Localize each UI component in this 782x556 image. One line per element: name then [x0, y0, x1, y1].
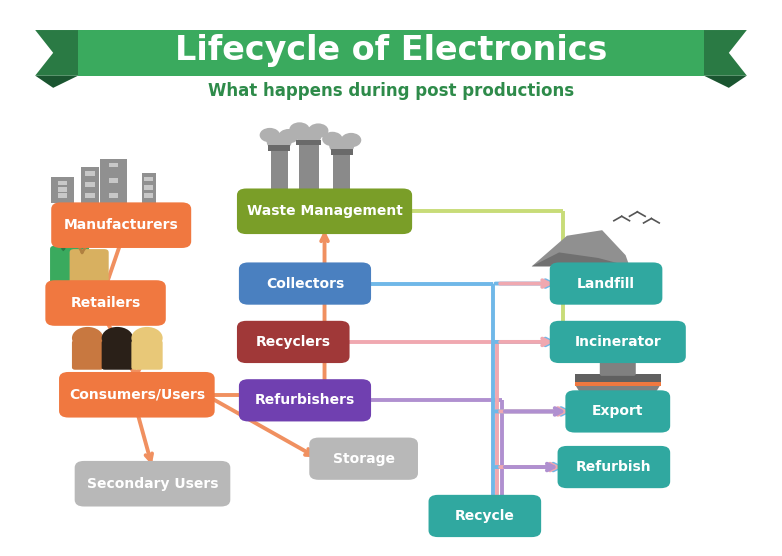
Circle shape: [341, 133, 361, 147]
Circle shape: [296, 127, 321, 145]
FancyBboxPatch shape: [85, 182, 95, 187]
Text: Export: Export: [592, 404, 644, 419]
Text: Collectors: Collectors: [266, 276, 344, 291]
Circle shape: [102, 327, 133, 349]
Text: Retailers: Retailers: [70, 296, 141, 310]
Circle shape: [260, 128, 280, 142]
FancyBboxPatch shape: [550, 262, 662, 305]
FancyBboxPatch shape: [51, 177, 74, 203]
Polygon shape: [704, 30, 747, 76]
Text: Refurbishers: Refurbishers: [255, 393, 355, 408]
FancyBboxPatch shape: [78, 30, 704, 76]
FancyBboxPatch shape: [131, 340, 163, 370]
FancyBboxPatch shape: [144, 185, 153, 190]
FancyBboxPatch shape: [142, 173, 156, 203]
Polygon shape: [532, 230, 630, 266]
Circle shape: [329, 137, 354, 155]
Text: Incinerator: Incinerator: [575, 335, 661, 349]
FancyBboxPatch shape: [310, 438, 418, 480]
FancyBboxPatch shape: [72, 340, 103, 370]
Text: Storage: Storage: [332, 451, 395, 466]
FancyBboxPatch shape: [296, 140, 321, 145]
FancyBboxPatch shape: [299, 145, 319, 191]
FancyBboxPatch shape: [333, 155, 350, 191]
FancyBboxPatch shape: [59, 372, 214, 418]
FancyBboxPatch shape: [600, 356, 636, 376]
FancyBboxPatch shape: [85, 171, 95, 176]
Circle shape: [267, 133, 292, 151]
FancyBboxPatch shape: [575, 382, 661, 386]
FancyBboxPatch shape: [58, 181, 67, 185]
Circle shape: [278, 129, 299, 143]
FancyBboxPatch shape: [52, 202, 191, 248]
Text: Lifecycle of Electronics: Lifecycle of Electronics: [175, 34, 607, 67]
FancyBboxPatch shape: [109, 193, 118, 198]
FancyBboxPatch shape: [144, 177, 153, 181]
Circle shape: [322, 132, 343, 146]
FancyBboxPatch shape: [575, 374, 661, 384]
FancyBboxPatch shape: [85, 193, 95, 198]
FancyBboxPatch shape: [70, 249, 109, 286]
Text: What happens during post productions: What happens during post productions: [208, 82, 574, 100]
FancyBboxPatch shape: [558, 446, 670, 488]
Circle shape: [289, 122, 310, 137]
Text: Landfill: Landfill: [577, 276, 635, 291]
FancyBboxPatch shape: [622, 351, 631, 362]
FancyBboxPatch shape: [58, 187, 67, 191]
Text: Recyclers: Recyclers: [256, 335, 331, 349]
Text: Refurbish: Refurbish: [576, 460, 651, 474]
FancyBboxPatch shape: [237, 188, 412, 234]
Text: Waste Management: Waste Management: [246, 204, 403, 219]
Text: Manufacturers: Manufacturers: [64, 218, 178, 232]
FancyBboxPatch shape: [144, 193, 153, 198]
Polygon shape: [35, 30, 78, 76]
FancyBboxPatch shape: [429, 495, 541, 537]
Polygon shape: [575, 384, 661, 393]
FancyBboxPatch shape: [45, 280, 166, 326]
FancyBboxPatch shape: [58, 193, 67, 198]
FancyBboxPatch shape: [271, 151, 288, 191]
FancyBboxPatch shape: [239, 262, 371, 305]
Text: Secondary Users: Secondary Users: [87, 476, 218, 491]
FancyBboxPatch shape: [50, 246, 89, 285]
FancyBboxPatch shape: [565, 390, 670, 433]
Text: Consumers/Users: Consumers/Users: [69, 388, 205, 402]
FancyBboxPatch shape: [268, 145, 290, 151]
FancyBboxPatch shape: [331, 149, 353, 155]
Circle shape: [308, 123, 328, 138]
FancyBboxPatch shape: [75, 461, 230, 507]
FancyBboxPatch shape: [237, 321, 350, 363]
FancyBboxPatch shape: [239, 379, 371, 421]
Circle shape: [131, 327, 163, 349]
FancyBboxPatch shape: [109, 163, 118, 167]
FancyBboxPatch shape: [109, 178, 118, 182]
FancyBboxPatch shape: [100, 159, 127, 203]
Polygon shape: [532, 252, 630, 266]
Polygon shape: [35, 76, 78, 88]
FancyBboxPatch shape: [550, 321, 686, 363]
FancyBboxPatch shape: [81, 167, 99, 203]
Polygon shape: [704, 76, 747, 88]
Circle shape: [72, 327, 103, 349]
FancyBboxPatch shape: [102, 340, 133, 370]
Text: Recycle: Recycle: [455, 509, 515, 523]
